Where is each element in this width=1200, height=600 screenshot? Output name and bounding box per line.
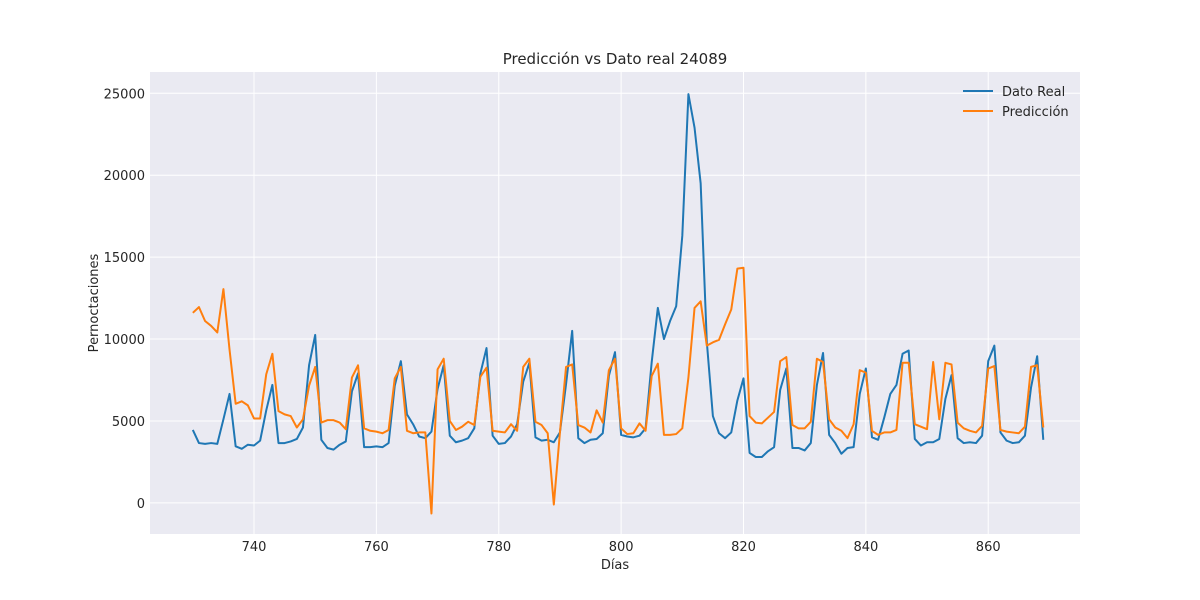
legend: Dato Real Predicción [963, 85, 1069, 120]
x-tick-labels: 740 760 780 800 820 840 860 [242, 540, 1001, 555]
legend-label-prediccion: Predicción [1002, 105, 1069, 120]
x-tick-label: 740 [242, 540, 267, 555]
y-tick-label: 10000 [104, 333, 145, 348]
y-tick-label: 0 [137, 497, 145, 512]
x-tick-label: 760 [364, 540, 389, 555]
series-layer [191, 93, 1045, 515]
y-tick-labels: 0 5000 10000 15000 20000 25000 [104, 87, 145, 512]
chart-title: Predicción vs Dato real 24089 [503, 50, 728, 68]
x-tick-label: 820 [731, 540, 756, 555]
plot-area [150, 72, 1080, 534]
x-tick-label: 860 [976, 540, 1001, 555]
x-tick-label: 800 [609, 540, 634, 555]
y-tick-label: 20000 [104, 169, 145, 184]
y-tick-label: 5000 [112, 415, 145, 430]
y-tick-label: 25000 [104, 87, 145, 102]
x-tick-label: 780 [486, 540, 511, 555]
series-line-prediccion [192, 266, 1045, 515]
x-axis-label: Días [601, 558, 630, 573]
y-tick-label: 15000 [104, 251, 145, 266]
x-tick-label: 840 [853, 540, 878, 555]
legend-label-dato-real: Dato Real [1002, 85, 1065, 100]
y-axis-label: Pernoctaciones [87, 253, 102, 352]
grid-lines [150, 72, 1080, 534]
